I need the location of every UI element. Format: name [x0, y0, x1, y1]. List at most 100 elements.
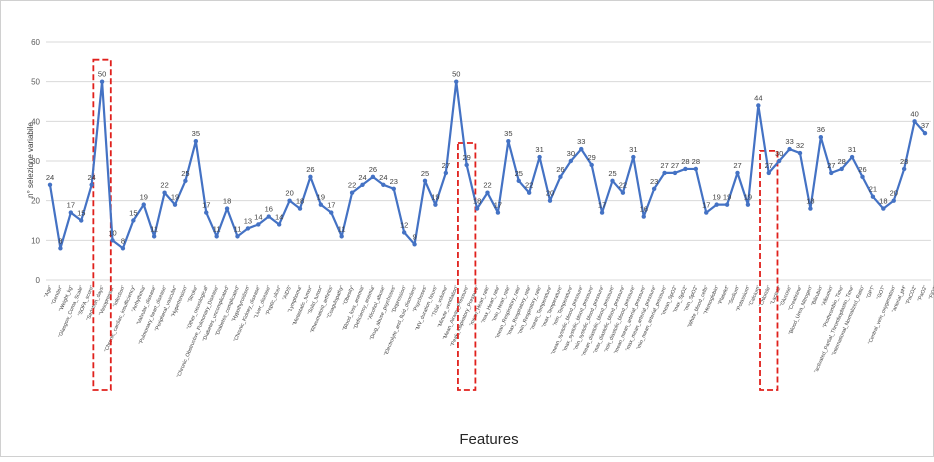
data-label: 20: [890, 189, 898, 198]
data-label: 17: [67, 201, 75, 210]
data-label: 19: [723, 193, 731, 202]
data-label: 44: [754, 93, 762, 102]
data-point: [152, 234, 156, 238]
data-point: [298, 206, 302, 210]
x-axis-label: Features: [459, 431, 518, 448]
data-point: [454, 79, 458, 83]
data-point: [621, 191, 625, 195]
data-label: 31: [629, 145, 637, 154]
data-label: 22: [348, 181, 356, 190]
y-tick-label: 60: [31, 38, 40, 47]
data-point: [121, 246, 125, 250]
data-point: [881, 206, 885, 210]
data-label: 16: [265, 205, 273, 214]
data-point: [548, 198, 552, 202]
data-label: 31: [535, 145, 543, 154]
data-point: [267, 214, 271, 218]
data-label: 36: [817, 125, 825, 134]
data-label: 35: [192, 129, 200, 138]
data-point: [142, 202, 146, 206]
data-label: 28: [900, 157, 908, 166]
data-label: 15: [129, 209, 137, 218]
data-point: [392, 187, 396, 191]
data-label: 27: [827, 161, 835, 170]
data-label: 20: [285, 189, 293, 198]
data-label: 8: [58, 236, 62, 245]
data-point: [829, 171, 833, 175]
data-point: [912, 119, 916, 123]
data-point: [183, 179, 187, 183]
data-point: [339, 234, 343, 238]
data-label: 18: [223, 197, 231, 206]
data-label: 25: [421, 169, 429, 178]
data-point: [662, 171, 666, 175]
data-label: 24: [87, 173, 95, 182]
data-label: 27: [765, 161, 773, 170]
data-label: 17: [598, 201, 606, 210]
data-label: 17: [702, 201, 710, 210]
data-point: [694, 167, 698, 171]
data-point: [360, 183, 364, 187]
data-point: [433, 202, 437, 206]
data-label: 21: [869, 185, 877, 194]
data-label: 19: [171, 193, 179, 202]
data-label: 18: [473, 197, 481, 206]
data-point: [923, 131, 927, 135]
data-label: 9: [412, 232, 416, 241]
data-label: 19: [712, 193, 720, 202]
data-label: 17: [327, 201, 335, 210]
data-point: [381, 183, 385, 187]
data-point: [308, 175, 312, 179]
data-label: 19: [744, 193, 752, 202]
data-label: 50: [98, 70, 106, 79]
data-point: [496, 210, 500, 214]
data-point: [798, 151, 802, 155]
data-label: 18: [296, 197, 304, 206]
data-point: [860, 175, 864, 179]
data-point: [464, 163, 468, 167]
data-point: [735, 171, 739, 175]
data-point: [839, 167, 843, 171]
data-point: [79, 218, 83, 222]
data-point: [225, 206, 229, 210]
data-label: 23: [390, 177, 398, 186]
data-point: [600, 210, 604, 214]
data-label: 29: [587, 153, 595, 162]
data-label: 10: [108, 228, 116, 237]
data-label: 32: [796, 141, 804, 150]
data-label: 11: [234, 224, 242, 233]
data-label: 22: [160, 181, 168, 190]
data-label: 37: [921, 121, 929, 130]
data-point: [652, 187, 656, 191]
data-label: 24: [358, 173, 366, 182]
data-label: 14: [275, 212, 283, 221]
data-label: 31: [848, 145, 856, 154]
data-point: [350, 191, 354, 195]
data-point: [423, 179, 427, 183]
data-label: 25: [181, 169, 189, 178]
data-point: [642, 214, 646, 218]
data-label: 40: [910, 109, 918, 118]
data-label: 30: [775, 149, 783, 158]
data-point: [537, 155, 541, 159]
data-point: [444, 171, 448, 175]
data-point: [579, 147, 583, 151]
data-point: [683, 167, 687, 171]
data-label: 18: [879, 197, 887, 206]
data-point: [714, 202, 718, 206]
data-point: [277, 222, 281, 226]
data-point: [89, 183, 93, 187]
y-tick-label: 0: [36, 276, 41, 285]
data-point: [892, 198, 896, 202]
data-point: [787, 147, 791, 151]
data-label: 19: [140, 193, 148, 202]
data-label: 30: [567, 149, 575, 158]
data-point: [850, 155, 854, 159]
data-point: [371, 175, 375, 179]
data-point: [704, 210, 708, 214]
data-label: 26: [858, 165, 866, 174]
data-point: [329, 210, 333, 214]
data-point: [173, 202, 177, 206]
